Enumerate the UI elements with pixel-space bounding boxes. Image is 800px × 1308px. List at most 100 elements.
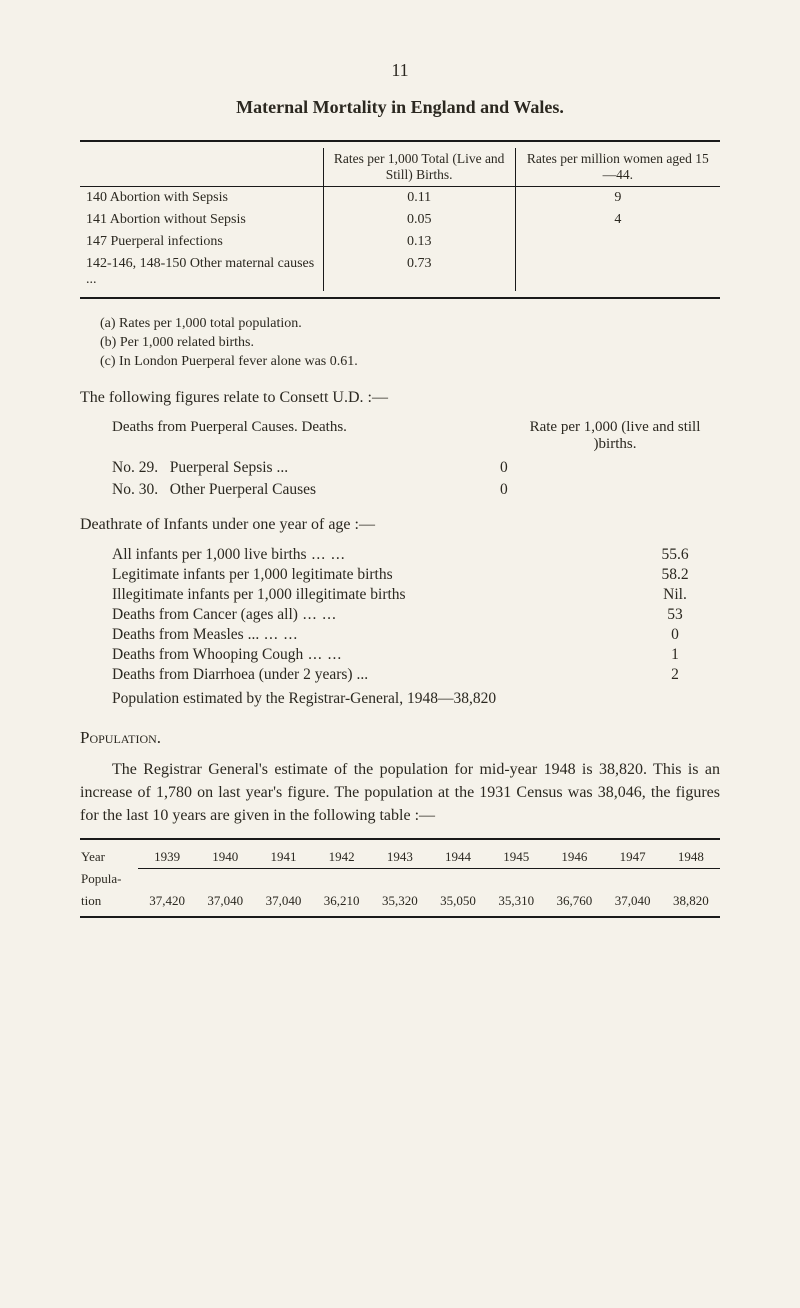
- year-label: Year: [80, 846, 138, 869]
- puerperal-no: No. 30.: [112, 481, 158, 498]
- dr-val: 58.2: [630, 566, 720, 584]
- pop-cell: 35,310: [487, 890, 545, 912]
- row-mid: 0.13: [323, 231, 515, 253]
- row-right: 4: [515, 209, 720, 231]
- dr-label-text: All infants per 1,000 live births: [112, 546, 307, 563]
- year-cell: 1940: [196, 846, 254, 869]
- puerperal-cause: Other Puerperal Causes: [170, 481, 316, 498]
- dr-label: Deaths from Diarrhoea (under 2 years): [112, 666, 630, 684]
- dots-icon: [298, 606, 337, 623]
- dr-val: Nil.: [630, 586, 720, 604]
- dr-label: Deaths from Cancer (ages all): [112, 606, 630, 624]
- row-mid: 0.11: [323, 187, 515, 210]
- year-table: Year 1939 1940 1941 1942 1943 1944 1945 …: [80, 846, 720, 913]
- table-head-mid: Rates per 1,000 Total (Live and Still) B…: [323, 148, 515, 187]
- row-right: [515, 253, 720, 291]
- puerperal-row: No. 30. Other Puerperal Causes 0: [112, 481, 720, 499]
- deathrate-intro: Deathrate of Infants under one year of a…: [80, 513, 720, 536]
- note-c: (c) In London Puerperal fever alone was …: [100, 353, 720, 372]
- puerperal-no: No. 29.: [112, 459, 158, 476]
- deathrate-row: Deaths from Diarrhoea (under 2 years) 2: [112, 666, 720, 684]
- pop-cell: 37,040: [604, 890, 662, 912]
- deathrate-row: Deaths from Cancer (ages all) 53: [112, 606, 720, 624]
- pop-cell: 38,820: [662, 890, 720, 912]
- dr-label: All infants per 1,000 live births: [112, 546, 630, 564]
- inner-rule: [138, 868, 720, 890]
- row-label: 140 Abortion with Sepsis: [80, 187, 323, 210]
- puerperal-deaths: 0: [500, 481, 720, 499]
- table-row: 147 Puerperal infections 0.13: [80, 231, 720, 253]
- dots-icon: [353, 666, 369, 683]
- pop-cell: 35,050: [429, 890, 487, 912]
- dr-label: Illegitimate infants per 1,000 illegitim…: [112, 586, 630, 604]
- row-mid: 0.05: [323, 209, 515, 231]
- note-b: (b) Per 1,000 related births.: [100, 334, 720, 353]
- row-label: 141 Abortion without Sepsis: [80, 209, 323, 231]
- rule-bottom: [80, 916, 720, 918]
- dots-icon: [303, 646, 342, 663]
- page: 11 Maternal Mortality in England and Wal…: [0, 0, 800, 1308]
- population-paragraph: The Registrar General's estimate of the …: [80, 758, 720, 828]
- table-head-blank: [80, 148, 323, 187]
- deathrate-row: All infants per 1,000 live births 55.6: [112, 546, 720, 564]
- row-label: 142-146, 148-150 Other maternal causes .…: [80, 253, 323, 291]
- dr-label: Legitimate infants per 1,000 legitimate …: [112, 566, 630, 584]
- year-cell: 1941: [254, 846, 312, 869]
- note-a: (a) Rates per 1,000 total population.: [100, 315, 720, 334]
- table-row: 142-146, 148-150 Other maternal causes .…: [80, 253, 720, 291]
- puerperal-deaths: 0: [500, 459, 720, 477]
- dr-label-text: Deaths from Cancer (ages all): [112, 606, 298, 623]
- dr-val: 1: [630, 646, 720, 664]
- population-heading: Population.: [80, 728, 720, 748]
- rule-top: [80, 140, 720, 142]
- rule-before-year-table: [80, 838, 720, 840]
- dr-label-text: Deaths from Measles ...: [112, 626, 259, 643]
- dr-val: 2: [630, 666, 720, 684]
- pop-cell: 36,760: [545, 890, 603, 912]
- dr-label: Deaths from Whooping Cough: [112, 646, 630, 664]
- dots-icon: [276, 459, 288, 476]
- puerperal-cause: Puerperal Sepsis: [170, 459, 273, 476]
- page-title: Maternal Mortality in England and Wales.: [80, 97, 720, 118]
- row-mid: 0.73: [323, 253, 515, 291]
- row-right: [515, 231, 720, 253]
- year-row: Year 1939 1940 1941 1942 1943 1944 1945 …: [80, 846, 720, 869]
- deathrate-row: Deaths from Whooping Cough 1: [112, 646, 720, 664]
- dr-val: 0: [630, 626, 720, 644]
- table-notes: (a) Rates per 1,000 total population. (b…: [100, 315, 720, 372]
- pop-est: Population estimated by the Registrar-Ge…: [112, 690, 496, 708]
- deathrate-row: Illegitimate infants per 1,000 illegitim…: [112, 586, 720, 604]
- dr-label-text: Deaths from Diarrhoea (under 2 years): [112, 666, 353, 683]
- year-cell: 1948: [662, 846, 720, 869]
- pop-cell: 37,040: [196, 890, 254, 912]
- year-cell: 1947: [604, 846, 662, 869]
- table-row: 141 Abortion without Sepsis 0.05 4: [80, 209, 720, 231]
- year-cell: 1942: [313, 846, 371, 869]
- pop-label2: tion: [80, 890, 138, 912]
- pop-label: Popula-: [80, 868, 138, 890]
- dr-val: 53: [630, 606, 720, 624]
- pop-cell: 37,040: [254, 890, 312, 912]
- puerperal-left: No. 29. Puerperal Sepsis: [112, 459, 500, 477]
- dots-icon: [259, 626, 298, 643]
- pop-label-row: Popula-: [80, 868, 720, 890]
- rate-header-left: Deaths from Puerperal Causes. Deaths.: [80, 419, 510, 453]
- year-cell: 1945: [487, 846, 545, 869]
- consett-intro: The following figures relate to Consett …: [80, 386, 720, 409]
- table-head-right: Rates per million women aged 15—44.: [515, 148, 720, 187]
- dr-val: 55.6: [630, 546, 720, 564]
- row-right: 9: [515, 187, 720, 210]
- mortality-table: Rates per 1,000 Total (Live and Still) B…: [80, 148, 720, 291]
- year-cell: 1944: [429, 846, 487, 869]
- year-cell: 1946: [545, 846, 603, 869]
- pop-cell: 37,420: [138, 890, 196, 912]
- page-number: 11: [80, 60, 720, 81]
- rule-after-table: [80, 297, 720, 299]
- deathrate-row: Deaths from Measles ... 0: [112, 626, 720, 644]
- rate-header-right: Rate per 1,000 (live and still )births.: [510, 419, 720, 453]
- dr-label: Deaths from Measles ...: [112, 626, 630, 644]
- deathrate-row: Legitimate infants per 1,000 legitimate …: [112, 566, 720, 584]
- pop-cell: 36,210: [313, 890, 371, 912]
- year-cell: 1943: [371, 846, 429, 869]
- year-cell: 1939: [138, 846, 196, 869]
